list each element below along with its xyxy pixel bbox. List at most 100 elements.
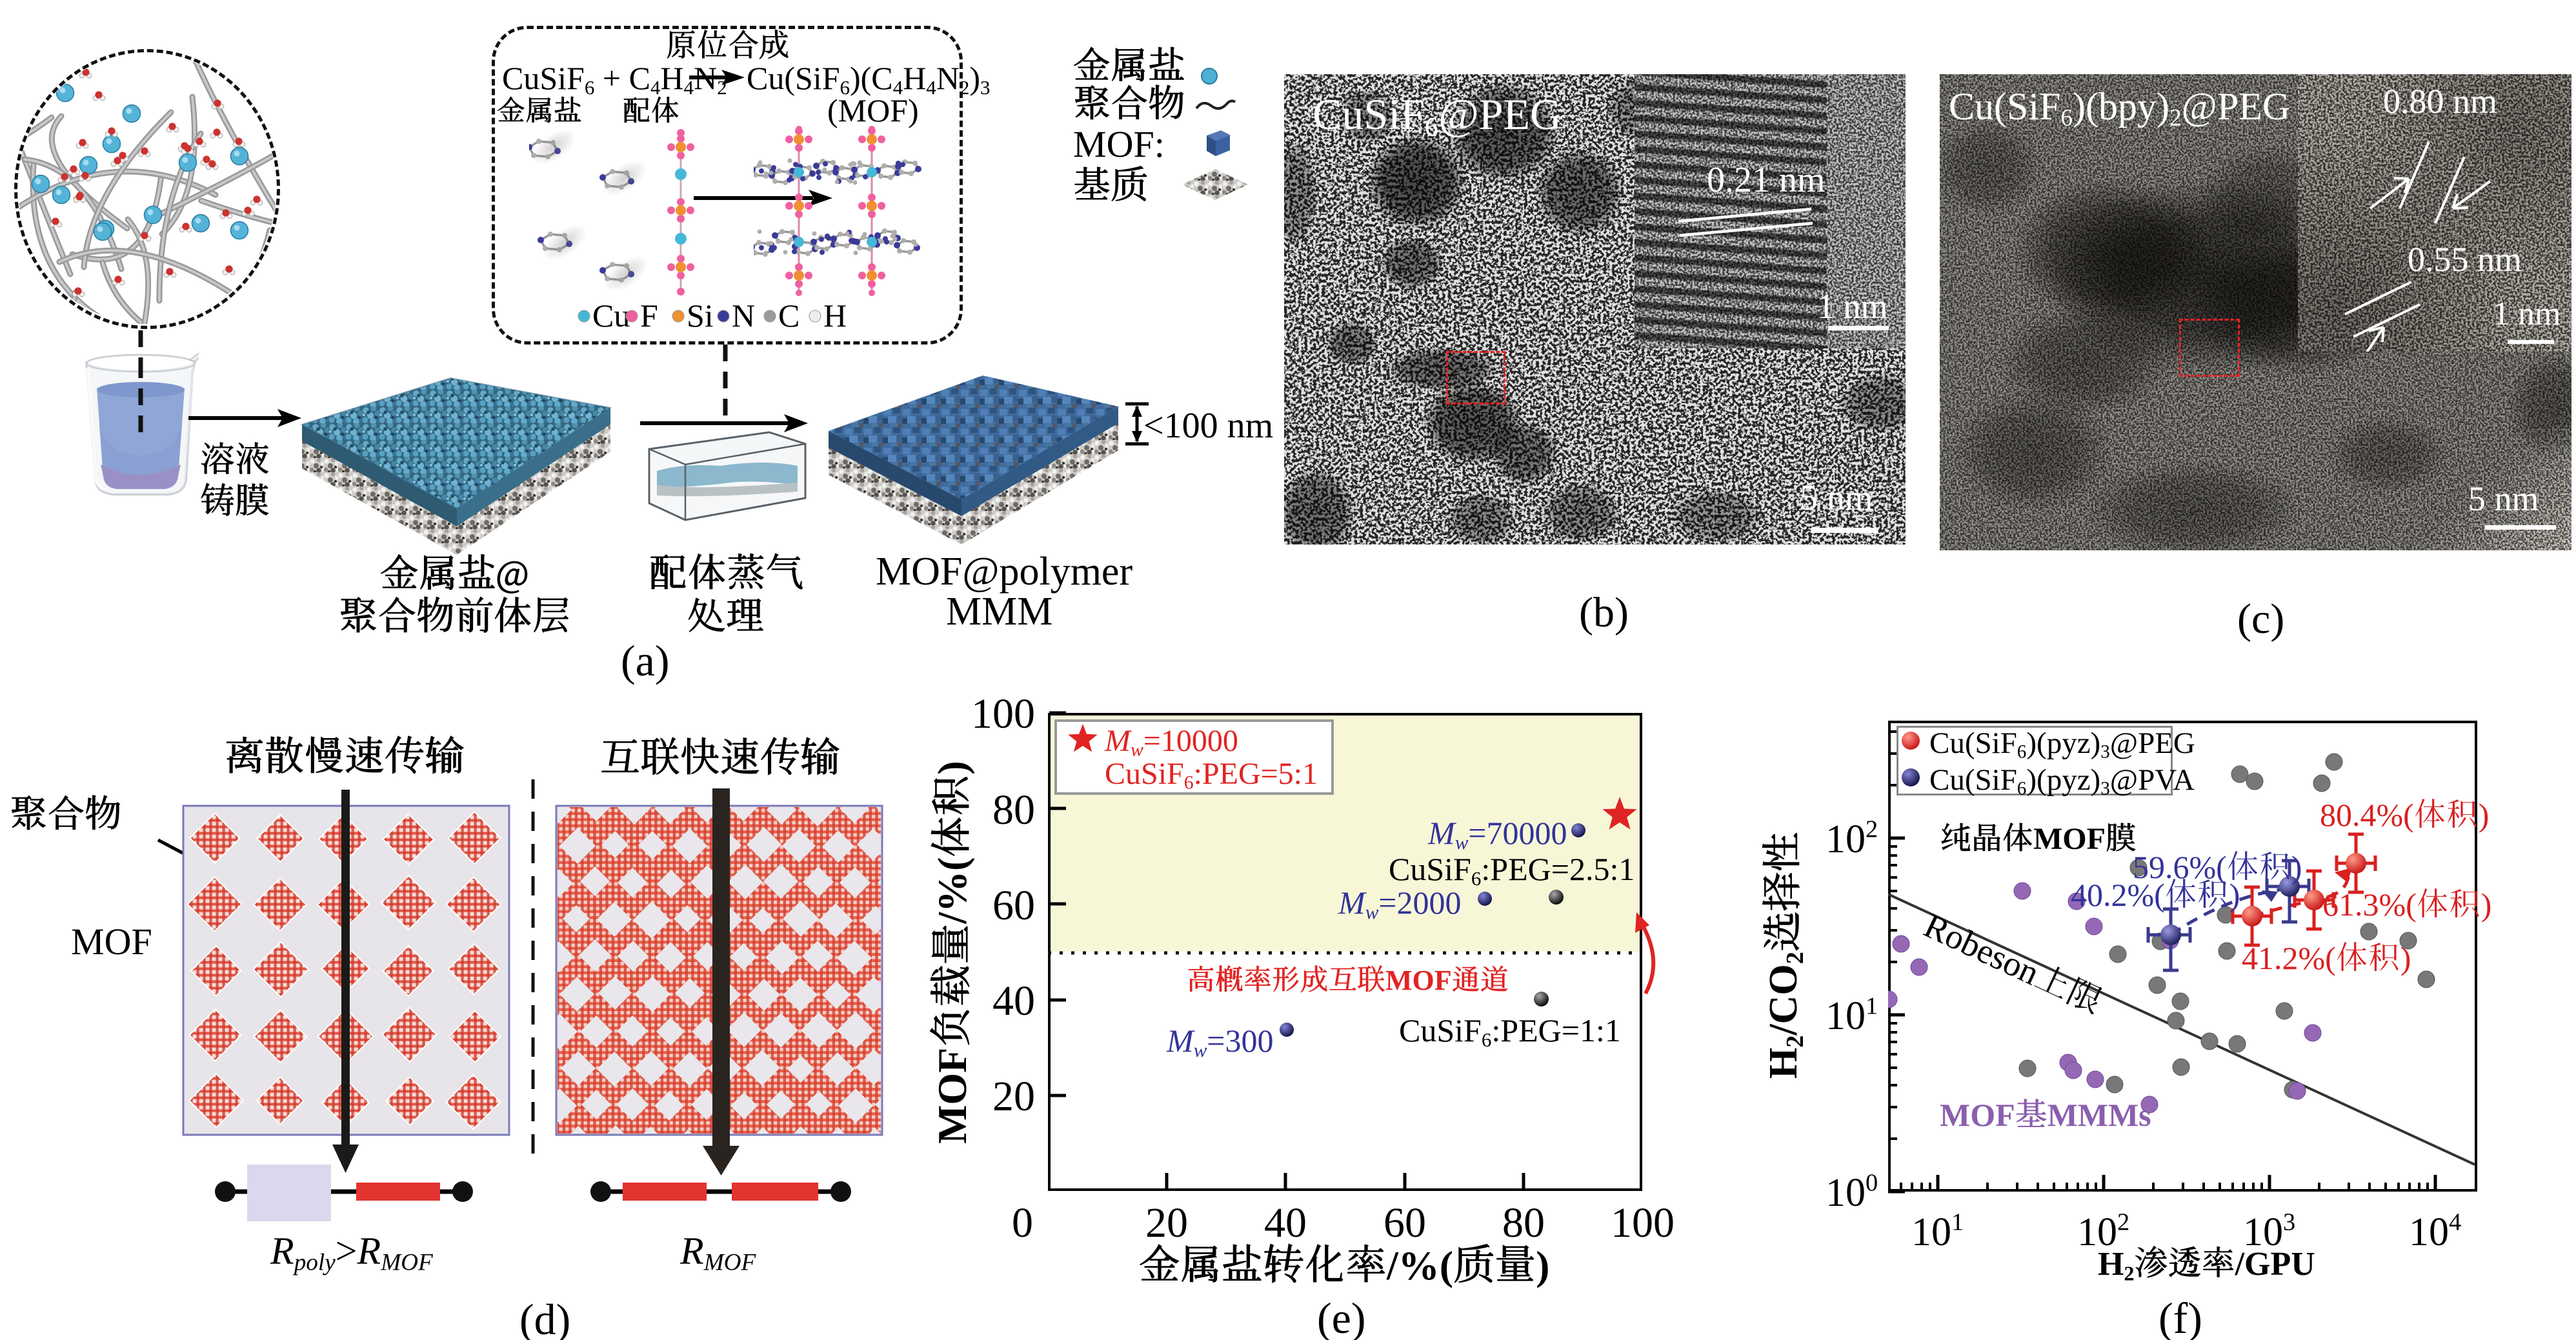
svg-text:MMMs: MMMs: [2048, 1097, 2151, 1133]
svg-text:(f): (f): [2158, 1294, 2202, 1340]
svg-text:60: 60: [1384, 1199, 1426, 1246]
svg-text:CuSiF: CuSiF: [1313, 90, 1425, 139]
svg-text:MOF:: MOF:: [1073, 123, 1165, 165]
svg-text:(a): (a): [621, 636, 669, 685]
svg-text:40: 40: [992, 977, 1035, 1025]
svg-text:/CO: /CO: [1762, 964, 1806, 1035]
svg-text:M: M: [1427, 815, 1456, 851]
svg-text:N: N: [732, 297, 755, 334]
svg-text:80: 80: [992, 786, 1035, 834]
svg-text:C: C: [778, 297, 800, 334]
svg-text:MMM: MMM: [946, 590, 1052, 634]
svg-text:4: 4: [650, 76, 661, 99]
svg-text:6: 6: [1184, 772, 1194, 794]
svg-text:)(pyz): )(pyz): [2026, 763, 2100, 797]
svg-text:=2000: =2000: [1378, 885, 1461, 921]
svg-text:0: 0: [1866, 1169, 1878, 1196]
svg-text:): ): [2479, 797, 2490, 833]
svg-text:=70000: =70000: [1468, 815, 1567, 851]
svg-text:)(bpy): )(bpy): [2073, 85, 2169, 128]
svg-text:41.2%(: 41.2%(: [2242, 940, 2336, 976]
svg-text:MOF: MOF: [929, 1048, 975, 1144]
svg-text:MOF: MOF: [1385, 965, 1452, 996]
svg-text:MOF: MOF: [2033, 822, 2106, 856]
svg-text:w: w: [1455, 831, 1469, 854]
svg-text:2: 2: [2169, 105, 2182, 132]
svg-text:)(C: )(C: [850, 60, 893, 96]
svg-text:H: H: [903, 60, 926, 96]
svg-text:3: 3: [980, 76, 991, 99]
svg-text:4: 4: [926, 76, 936, 99]
svg-text:5 nm: 5 nm: [1800, 478, 1873, 518]
svg-text:3: 3: [2100, 742, 2110, 763]
svg-text:=300: =300: [1207, 1023, 1273, 1059]
svg-text:(b): (b): [1579, 589, 1629, 636]
svg-text:2: 2: [960, 76, 970, 99]
svg-text:CuSiF: CuSiF: [502, 60, 585, 96]
svg-text:Cu(SiF: Cu(SiF: [1949, 85, 2060, 128]
svg-text:=10000: =10000: [1143, 724, 1238, 758]
svg-text:@PEG: @PEG: [1438, 90, 1562, 139]
svg-text:10: 10: [1911, 1210, 1951, 1254]
svg-text:6: 6: [2060, 105, 2073, 132]
svg-text:6: 6: [1425, 112, 1438, 143]
svg-text:MOF@polymer: MOF@polymer: [876, 550, 1132, 594]
svg-text:H: H: [823, 297, 847, 334]
svg-text:20: 20: [992, 1073, 1035, 1120]
svg-text:2: 2: [1866, 815, 1878, 843]
svg-text:M: M: [1338, 885, 1367, 921]
svg-text:R: R: [679, 1230, 704, 1272]
svg-text:61.3%(: 61.3%(: [2322, 886, 2417, 923]
svg-text:/%(: /%(: [1386, 1243, 1453, 1288]
svg-text:100: 100: [971, 690, 1035, 737]
svg-text:2: 2: [1782, 952, 1809, 964]
svg-text:): ): [2400, 940, 2411, 976]
svg-text:6: 6: [840, 76, 850, 99]
svg-text:w: w: [1131, 739, 1143, 761]
svg-text:@PEG: @PEG: [2182, 85, 2291, 128]
svg-text:6: 6: [1482, 1028, 1492, 1051]
svg-text:2: 2: [1782, 1035, 1809, 1048]
svg-text:>: >: [336, 1230, 357, 1272]
svg-text:M: M: [1104, 724, 1132, 758]
svg-text:H: H: [660, 60, 683, 96]
svg-text:MOF: MOF: [1940, 1097, 2015, 1133]
svg-text:R: R: [270, 1230, 294, 1272]
svg-text:w: w: [1365, 901, 1379, 923]
svg-text:MOF: MOF: [71, 921, 152, 963]
svg-text:3: 3: [2283, 1208, 2295, 1235]
svg-text:2: 2: [2124, 1261, 2134, 1285]
svg-text:1: 1: [1951, 1208, 1964, 1235]
svg-text::PEG=2.5:1: :PEG=2.5:1: [1481, 851, 1635, 887]
svg-text:0.21 nm: 0.21 nm: [1707, 160, 1826, 200]
svg-text:H: H: [1762, 1048, 1806, 1079]
svg-text:N: N: [936, 60, 960, 96]
svg-text:10: 10: [2077, 1210, 2117, 1254]
svg-text:10: 10: [2243, 1210, 2283, 1254]
svg-text:Cu(SiF: Cu(SiF: [1929, 726, 2017, 760]
svg-text:M: M: [1166, 1023, 1195, 1059]
svg-text:)(pyz): )(pyz): [2026, 726, 2100, 760]
svg-text:10: 10: [1826, 994, 1866, 1038]
svg-text:4: 4: [684, 76, 694, 99]
svg-text:3: 3: [2100, 779, 2110, 799]
svg-text:(c): (c): [2237, 595, 2284, 643]
svg-text:MOF: MOF: [703, 1250, 757, 1276]
svg-text:Si: Si: [687, 297, 714, 334]
svg-text:): ): [929, 761, 975, 774]
svg-text:0: 0: [1012, 1199, 1033, 1246]
svg-text:1 nm: 1 nm: [2493, 295, 2561, 332]
svg-text:@PEG: @PEG: [2110, 726, 2195, 760]
svg-text:@PVA: @PVA: [2110, 763, 2195, 797]
svg-text:(e): (e): [1317, 1294, 1365, 1340]
svg-text:0.55 nm: 0.55 nm: [2408, 240, 2522, 279]
svg-text:(d): (d): [519, 1295, 570, 1340]
svg-text:1 nm: 1 nm: [1817, 287, 1888, 326]
svg-text:10: 10: [2409, 1210, 2449, 1254]
svg-text:): ): [2229, 877, 2240, 913]
svg-text:MOF: MOF: [380, 1250, 434, 1276]
svg-text:poly: poly: [292, 1250, 336, 1276]
svg-text:CuSiF: CuSiF: [1399, 1012, 1482, 1048]
svg-text:Cu(SiF: Cu(SiF: [1929, 763, 2017, 797]
svg-text:20: 20: [1145, 1199, 1188, 1246]
